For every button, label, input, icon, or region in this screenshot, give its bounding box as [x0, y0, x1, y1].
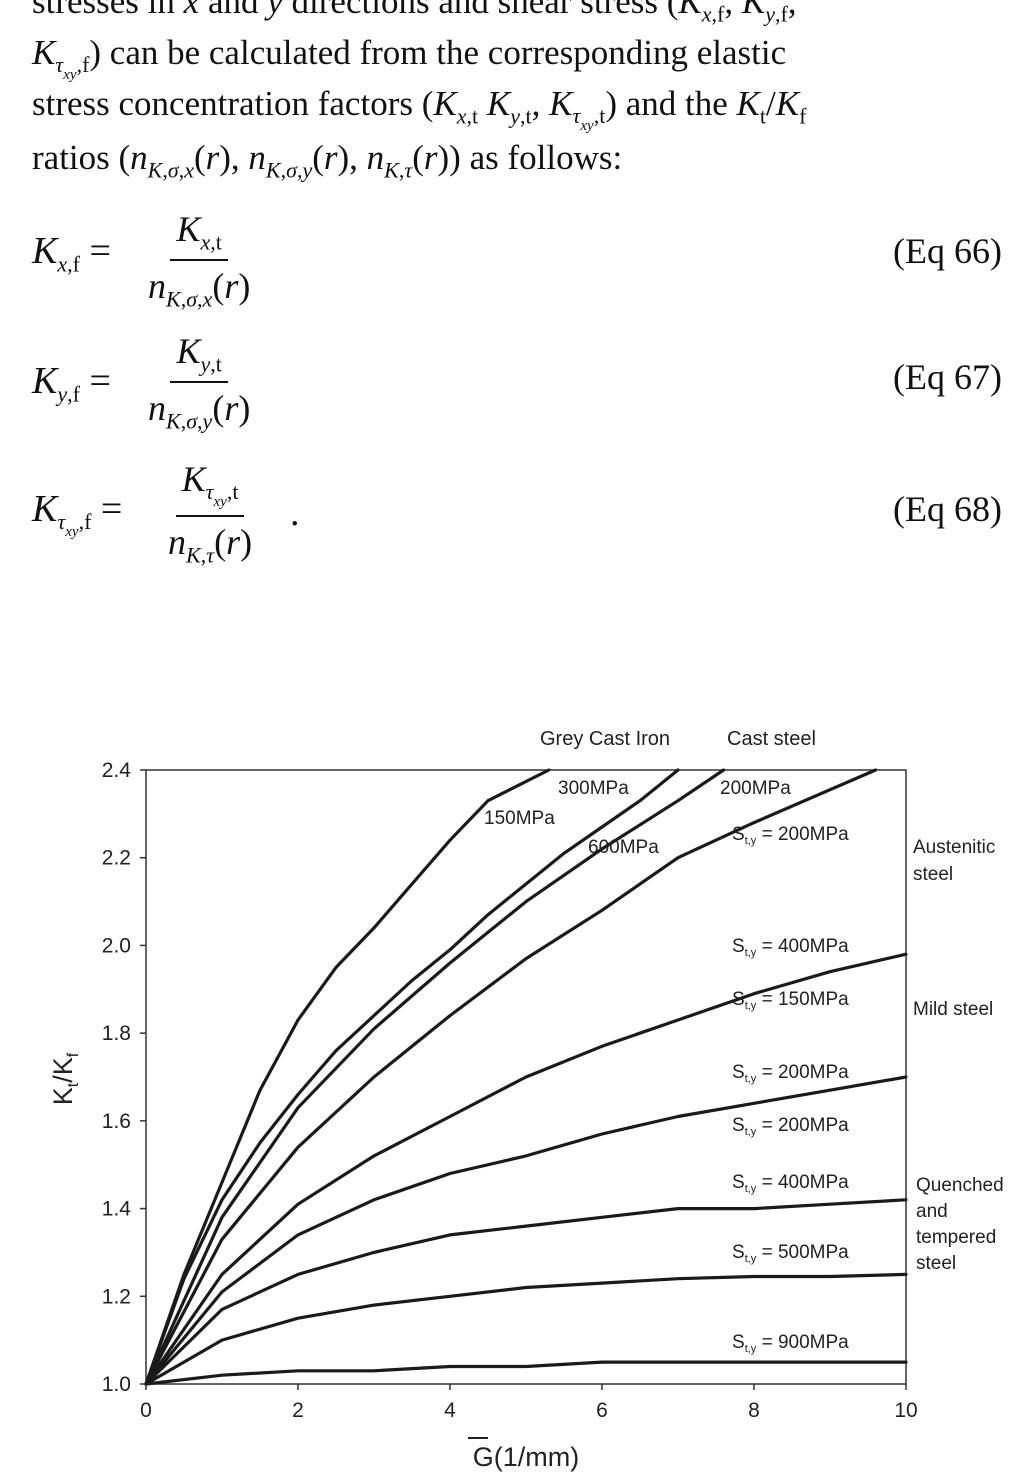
chart-lines: [144, 768, 908, 1386]
equation-68-period: .: [290, 492, 300, 534]
y-axis-label: Kt/Kf: [48, 1052, 82, 1105]
annotation-5: 600MPa: [588, 837, 659, 858]
annotation-16: and: [916, 1201, 948, 1222]
annotation-17: tempered: [916, 1227, 996, 1248]
paragraph-line-3: stress concentration factors (Kx,t Ky,t,…: [32, 84, 807, 135]
equation-68-label: (Eq 68): [893, 489, 1002, 529]
series-line-5: [144, 1075, 908, 1386]
y-tick-label-0: 1.0: [102, 1373, 131, 1396]
equation-68-fraction: Kτxy,t nK,τ(r): [168, 459, 253, 568]
y-tick-label-3: 1.6: [102, 1110, 131, 1133]
y-tick-label-1: 1.2: [102, 1285, 131, 1308]
y-tick-label-7: 2.4: [102, 759, 132, 782]
annotation-13: St,y = 200MPa: [732, 1115, 849, 1138]
chart-axes: 0 2 4 6 8 10 1.0 1.2 1.4 1.6 1.8 2.0 2.2 2.4 G(1/mm) Kt…: [48, 759, 918, 1472]
equation-66-label: (Eq 66): [893, 231, 1002, 271]
series-line-2: [144, 768, 726, 1386]
paragraph-line-4: ratios (nK,σ,x(r), nK,σ,y(r), nK,τ(r)) a…: [32, 138, 623, 183]
annotation-9: St,y = 400MPa: [732, 936, 849, 959]
annotation-20: St,y = 900MPa: [732, 1332, 849, 1355]
x-tick-label-4: 4: [444, 1399, 456, 1422]
equation-67-lhs: Ky,f =: [32, 360, 111, 407]
series-line-6: [144, 1198, 908, 1386]
annotation-10: St,y = 150MPa: [732, 989, 849, 1012]
annotation-11: Mild steel: [913, 999, 993, 1020]
series-line-0: [144, 768, 551, 1386]
x-tick-label-10: 10: [894, 1399, 917, 1422]
equation-68-lhs: Kτxy,f =: [32, 488, 123, 541]
series-line-3: [144, 768, 878, 1386]
paragraph-line-2: Kτxy,f) can be calculated from the corre…: [32, 33, 787, 84]
y-tick-label-4: 1.8: [102, 1022, 131, 1045]
annotation-1: Cast steel: [727, 728, 816, 750]
annotation-15: Quenched: [916, 1175, 1004, 1196]
series-line-8: [144, 1360, 908, 1386]
equation-67-fraction: Ky,t nK,σ,y(r): [148, 331, 251, 434]
annotation-0: Grey Cast Iron: [540, 728, 670, 750]
annotation-12: St,y = 200MPa: [732, 1062, 849, 1085]
annotation-19: St,y = 500MPa: [732, 1242, 849, 1265]
annotation-7: Austenitic: [913, 837, 995, 858]
annotation-18: steel: [916, 1253, 956, 1274]
annotation-2: 300MPa: [558, 778, 629, 799]
kt-kf-chart: 0 2 4 6 8 10 1.0 1.2 1.4 1.6 1.8 2.0 2.2 2.4 G(1/mm) Kt…: [48, 728, 1004, 1472]
annotation-8: steel: [913, 864, 953, 885]
paragraph-line-1: stresses in x and y directions and shear…: [32, 0, 797, 27]
x-tick-label-8: 8: [748, 1399, 760, 1422]
x-tick-label-2: 2: [292, 1399, 304, 1422]
y-tick-label-2: 1.4: [102, 1198, 132, 1221]
x-axis-label: G(1/mm): [473, 1442, 579, 1472]
series-line-7: [144, 1272, 908, 1386]
equation-67-label: (Eq 67): [893, 357, 1002, 397]
y-tick-label-5: 2.0: [102, 934, 131, 957]
x-tick-label-0: 0: [140, 1399, 152, 1422]
x-tick-label-6: 6: [596, 1399, 608, 1422]
equation-66-fraction: Kx,t nK,σ,x(r): [148, 209, 251, 312]
annotation-4: 150MPa: [484, 808, 555, 829]
series-line-1: [144, 768, 680, 1386]
chart-annotations: Grey Cast Iron Cast steel 300MPa 200MPa 150M…: [484, 728, 1004, 1355]
annotation-3: 200MPa: [720, 778, 791, 799]
equation-66-lhs: Kx,f =: [32, 230, 111, 277]
annotation-6: St,y = 200MPa: [732, 824, 849, 847]
series-line-4: [144, 952, 908, 1386]
annotation-14: St,y = 400MPa: [732, 1172, 849, 1195]
y-tick-label-6: 2.2: [102, 847, 131, 870]
